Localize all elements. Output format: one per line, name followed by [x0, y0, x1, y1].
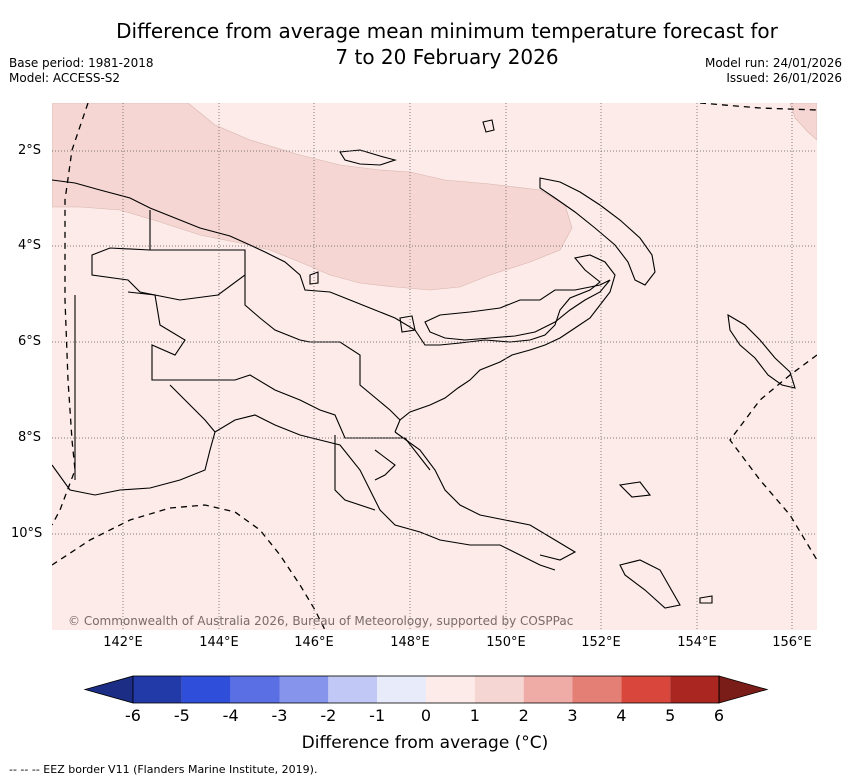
colorbar-swatch — [426, 676, 475, 703]
colorbar-tick-label: 2 — [518, 706, 529, 725]
colorbar-title: Difference from average (°C) — [301, 733, 549, 753]
eez-east — [699, 103, 817, 111]
colorbar-tick-label: -5 — [173, 706, 190, 725]
island-c — [399, 315, 416, 333]
model-run: Model run: 24/01/2026 — [704, 56, 842, 70]
eez-south-east — [729, 354, 817, 561]
gridlines — [52, 103, 817, 630]
colorbar-tick-label: 3 — [567, 706, 578, 725]
colorbar-swatch — [572, 676, 622, 703]
island-a — [482, 119, 495, 133]
lon-label-148e: 148°E — [390, 635, 430, 650]
lon-label-144e: 144°E — [199, 635, 239, 650]
colorbar-tick-label: 6 — [713, 706, 725, 725]
colorbar-swatch — [133, 676, 182, 703]
model-name: Model: ACCESS-S2 — [9, 71, 121, 85]
colorbar-frame — [132, 675, 720, 704]
new-britain — [424, 279, 611, 341]
papuan-peninsula — [394, 431, 577, 561]
meta-right: Model run: 24/01/2026 Issued: 26/01/2026 — [705, 56, 842, 86]
colorbar-swatch — [474, 676, 524, 703]
colorbar — [83, 675, 769, 704]
lat-label-4s: 4°S — [18, 238, 42, 253]
bougainville — [727, 313, 796, 389]
base-period: Base period: 1981-2018 — [9, 56, 154, 70]
title-line-2: 7 to 20 February 2026 — [335, 45, 559, 69]
lat-label-10s: 10°S — [11, 526, 43, 541]
meta-left: Base period: 1981-2018 Model: ACCESS-S2 — [9, 56, 154, 86]
new-ireland — [539, 177, 656, 286]
province-border-6 — [374, 449, 396, 481]
colorbar-under-arrow — [83, 675, 134, 704]
colorbar-swatch — [328, 676, 378, 703]
colorbar-tick-label: 4 — [616, 706, 627, 725]
colorbar-swatch — [377, 676, 426, 703]
lat-label-6s: 6°S — [18, 334, 42, 349]
province-border-4 — [169, 384, 216, 433]
copyright-notice: © Commonwealth of Australia 2026, Bureau… — [68, 614, 574, 628]
eez-north-west — [52, 103, 89, 526]
colorbar-over-arrow — [718, 675, 769, 704]
island-b — [309, 271, 319, 285]
south-coast — [52, 414, 556, 571]
lon-label-142e: 142°E — [103, 635, 143, 650]
lat-label-8s: 8°S — [18, 430, 42, 445]
colorbar-tick-label: -6 — [125, 706, 141, 725]
lon-label-146e: 146°E — [294, 635, 334, 650]
colorbar-tick-label: 0 — [420, 706, 432, 725]
province-border-5 — [334, 435, 376, 511]
island-d — [618, 481, 652, 498]
lon-label-156e: 156°E — [772, 635, 812, 650]
island-f — [699, 595, 713, 604]
warm-anomaly-region-ne — [789, 103, 817, 141]
title-line-1: Difference from average mean minimum tem… — [116, 19, 778, 43]
coastlines — [52, 119, 796, 609]
lat-label-2s: 2°S — [18, 143, 42, 158]
colorbar-tick-label: 1 — [469, 706, 480, 725]
eez-borders — [52, 103, 817, 630]
colorbar-swatch — [621, 676, 671, 703]
lon-label-152e: 152°E — [581, 635, 621, 650]
footnote: -- -- -- EEZ border V11 (Flanders Marine… — [9, 763, 318, 776]
issued-date: Issued: 26/01/2026 — [726, 71, 842, 85]
colorbar-tick-label: -2 — [320, 706, 337, 725]
colorbar-tick-label: -4 — [222, 706, 239, 725]
island-e — [619, 559, 681, 609]
province-border-2 — [127, 291, 431, 471]
colorbar-swatch — [181, 676, 231, 703]
colorbar-swatch — [523, 676, 573, 703]
colorbar-swatch — [279, 676, 329, 703]
lon-label-150e: 150°E — [486, 635, 526, 650]
colorbar-tick-label: -3 — [271, 706, 288, 725]
colorbar-tick-label: -1 — [369, 706, 386, 725]
title: Difference from average mean minimum tem… — [90, 18, 804, 70]
colorbar-swatch — [230, 676, 280, 703]
province-border-1 — [91, 210, 246, 301]
manus-island — [339, 149, 397, 166]
warm-anomaly-region — [52, 103, 573, 291]
colorbar-tick-label: 5 — [665, 706, 676, 725]
lon-label-154e: 154°E — [677, 635, 717, 650]
colorbar-swatch — [670, 676, 719, 703]
